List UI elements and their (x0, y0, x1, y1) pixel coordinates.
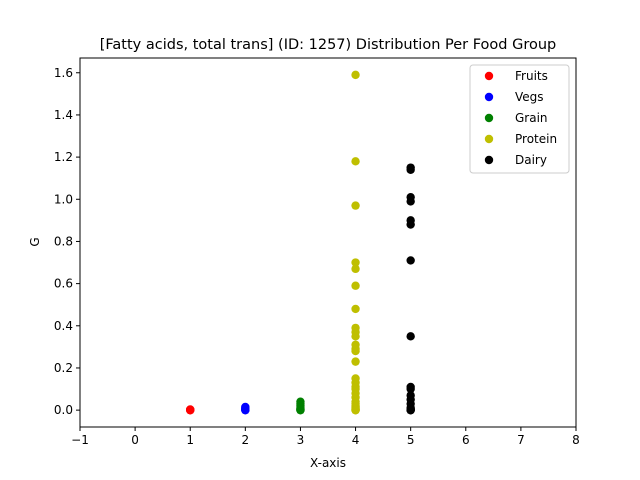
data-point-vegs-5 (241, 402, 250, 412)
data-point-protein-1 (351, 157, 360, 166)
y-tick-label: 0.2 (54, 361, 73, 375)
x-tick-label: 3 (297, 433, 305, 447)
legend-label-protein: Protein (515, 132, 557, 146)
legend-marker-dairy (484, 155, 494, 165)
data-point-dairy-5 (406, 220, 415, 229)
data-point-dairy-9 (406, 384, 415, 394)
data-point-protein-9 (351, 332, 360, 341)
data-point-protein-3 (351, 258, 360, 267)
x-tick-label: 1 (186, 433, 194, 447)
plot-frame (79, 57, 577, 428)
data-point-protein-5 (351, 281, 360, 290)
legend-marker-protein (484, 134, 494, 144)
legend-marker-fruits (484, 71, 494, 81)
legend-marker-grain (484, 113, 494, 123)
data-point-dairy-17 (406, 405, 415, 415)
y-tick-label: 1.2 (54, 150, 73, 164)
data-point-dairy-3 (406, 197, 415, 206)
y-tick-label: 0.4 (54, 319, 73, 333)
data-point-protein-13 (351, 357, 360, 366)
y-tick-label: 1.4 (54, 108, 73, 122)
x-axis: −1 0 1 2 3 4 5 6 7 8 (71, 427, 580, 447)
data-point-protein-12 (351, 346, 360, 356)
x-tick-label: 8 (572, 433, 580, 447)
x-tick-label: 6 (462, 433, 470, 447)
legend-label-vegs: Vegs (515, 90, 544, 104)
legend-label-fruits: Fruits (515, 69, 548, 83)
data-points (186, 70, 415, 415)
data-point-protein-0 (351, 70, 360, 80)
legend: Fruits Vegs Grain Protein Dairy (469, 64, 570, 174)
y-tick-label: 0.6 (54, 277, 73, 291)
y-axis: 0.0 0.2 0.4 0.6 0.8 1.0 1.2 1.4 1.6 (54, 66, 80, 417)
y-tick-label: 0.0 (54, 403, 73, 417)
data-point-protein-6 (351, 304, 360, 314)
data-point-dairy-6 (406, 256, 415, 265)
legend-label-dairy: Dairy (515, 153, 547, 167)
x-axis-label: X-axis (310, 456, 346, 470)
legend-label-grain: Grain (515, 111, 548, 125)
x-tick-label: 2 (242, 433, 250, 447)
data-point-protein-29 (351, 405, 360, 415)
x-tick-label: 5 (407, 433, 415, 447)
chart-title: [Fatty acids, total trans] (ID: 1257) Di… (100, 37, 557, 53)
data-point-dairy-7 (406, 332, 415, 341)
data-point-protein-2 (351, 201, 360, 210)
legend-box (469, 64, 570, 174)
x-tick-label: 4 (352, 433, 360, 447)
x-tick-label: 0 (131, 433, 139, 447)
data-point-fruits-4 (186, 405, 195, 414)
x-tick-label: −1 (71, 433, 89, 447)
y-tick-label: 0.8 (54, 234, 73, 248)
data-point-dairy-1 (406, 165, 415, 174)
y-axis-label: G (28, 237, 42, 246)
y-tick-label: 1.0 (54, 192, 73, 206)
data-point-grain-7 (296, 397, 305, 406)
legend-marker-vegs (484, 92, 494, 102)
data-point-protein-4 (351, 264, 360, 274)
y-tick-label: 1.6 (54, 66, 73, 80)
x-tick-label: 7 (517, 433, 525, 447)
